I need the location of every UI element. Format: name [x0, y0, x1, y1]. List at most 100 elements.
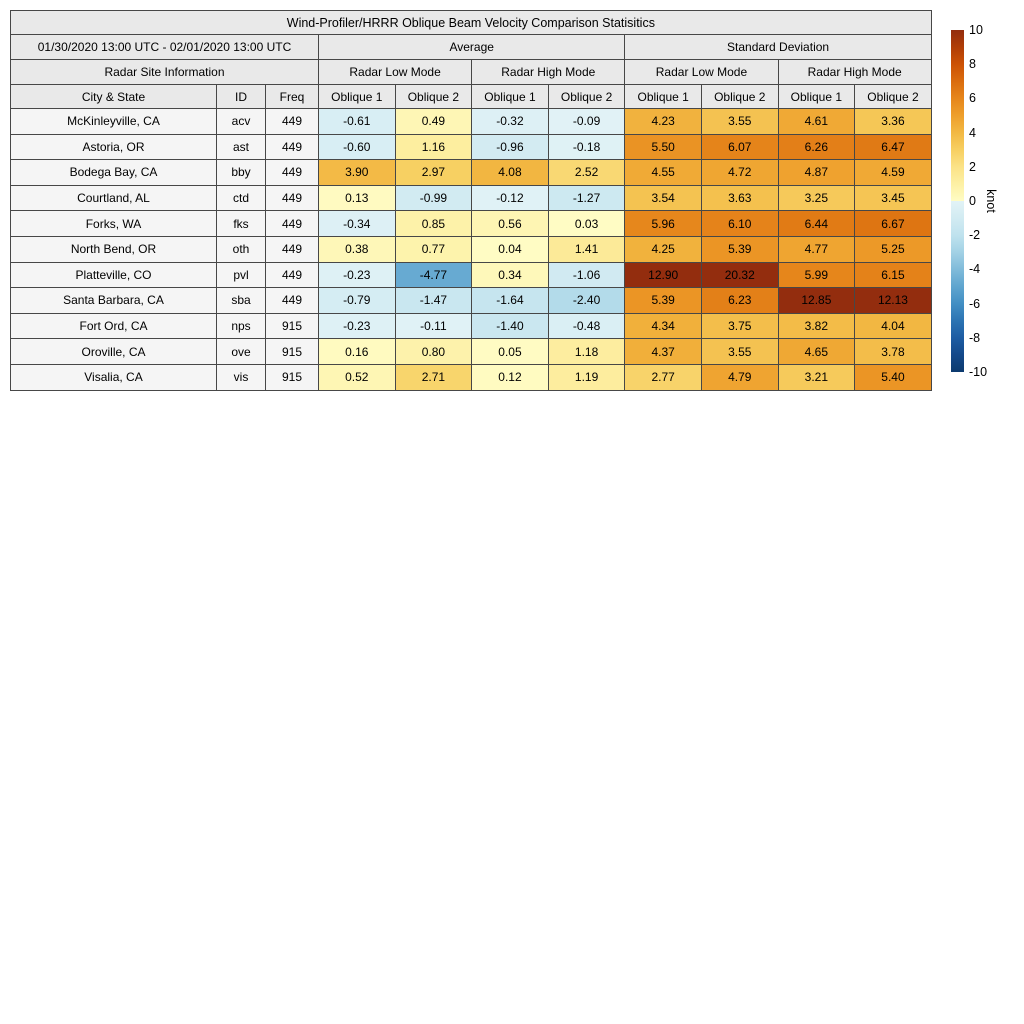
value-cell: 4.55 [625, 160, 702, 186]
value-cell: 3.21 [778, 364, 855, 390]
col-header-oblique: Oblique 2 [701, 85, 778, 109]
freq-cell: 449 [266, 109, 319, 135]
city-cell: North Bend, OR [11, 236, 217, 262]
colorbar [951, 30, 964, 372]
city-cell: Visalia, CA [11, 364, 217, 390]
col-header-city: City & State [11, 85, 217, 109]
colorbar-tick-label: -8 [969, 331, 1009, 345]
colorbar-tick-label: -10 [969, 365, 1009, 379]
value-cell: 1.19 [548, 364, 625, 390]
value-cell: 5.99 [778, 262, 855, 288]
mode-header-std-low: Radar Low Mode [625, 60, 778, 85]
value-cell: -0.48 [548, 313, 625, 339]
city-cell: Fort Ord, CA [11, 313, 217, 339]
value-cell: 1.16 [395, 134, 472, 160]
table-row: Bodega Bay, CAbby4493.902.974.082.524.55… [11, 160, 932, 186]
city-cell: Oroville, CA [11, 339, 217, 365]
id-cell: pvl [217, 262, 266, 288]
value-cell: 3.75 [701, 313, 778, 339]
colorbar-tick-label: 2 [969, 160, 1009, 174]
value-cell: 0.52 [319, 364, 396, 390]
value-cell: -1.47 [395, 288, 472, 314]
value-cell: -0.09 [548, 109, 625, 135]
col-header-oblique: Oblique 2 [548, 85, 625, 109]
freq-cell: 449 [266, 288, 319, 314]
value-cell: 3.90 [319, 160, 396, 186]
table-body: McKinleyville, CAacv449-0.610.49-0.32-0.… [11, 109, 932, 391]
value-cell: 6.07 [701, 134, 778, 160]
city-cell: Courtland, AL [11, 185, 217, 211]
id-cell: ast [217, 134, 266, 160]
city-cell: Astoria, OR [11, 134, 217, 160]
id-cell: bby [217, 160, 266, 186]
table-title: Wind-Profiler/HRRR Oblique Beam Velocity… [11, 11, 932, 35]
table-row: Oroville, CAove9150.160.800.051.184.373.… [11, 339, 932, 365]
site-info-header: Radar Site Information [11, 60, 319, 85]
id-cell: nps [217, 313, 266, 339]
value-cell: 12.13 [855, 288, 932, 314]
value-cell: 4.34 [625, 313, 702, 339]
table-row: Courtland, ALctd4490.13-0.99-0.12-1.273.… [11, 185, 932, 211]
id-cell: oth [217, 236, 266, 262]
figure-canvas: Wind-Profiler/HRRR Oblique Beam Velocity… [0, 0, 1024, 1024]
freq-cell: 449 [266, 236, 319, 262]
value-cell: 0.77 [395, 236, 472, 262]
freq-cell: 449 [266, 262, 319, 288]
value-cell: 0.34 [472, 262, 549, 288]
value-cell: 3.82 [778, 313, 855, 339]
value-cell: 0.16 [319, 339, 396, 365]
value-cell: 4.79 [701, 364, 778, 390]
table-row: Santa Barbara, CAsba449-0.79-1.47-1.64-2… [11, 288, 932, 314]
value-cell: 5.25 [855, 236, 932, 262]
value-cell: 3.25 [778, 185, 855, 211]
value-cell: -0.18 [548, 134, 625, 160]
value-cell: 0.56 [472, 211, 549, 237]
colorbar-tick-label: 10 [969, 23, 1009, 37]
colorbar-tick-label: 4 [969, 126, 1009, 140]
value-cell: 4.04 [855, 313, 932, 339]
mode-header-avg-low: Radar Low Mode [319, 60, 472, 85]
freq-cell: 449 [266, 160, 319, 186]
freq-cell: 449 [266, 211, 319, 237]
value-cell: 5.39 [625, 288, 702, 314]
group-header-average: Average [319, 35, 625, 60]
value-cell: -0.32 [472, 109, 549, 135]
group-header-stddev: Standard Deviation [625, 35, 931, 60]
value-cell: 3.78 [855, 339, 932, 365]
colorbar-tick-label: 6 [969, 91, 1009, 105]
value-cell: 0.04 [472, 236, 549, 262]
value-cell: 5.40 [855, 364, 932, 390]
value-cell: 4.77 [778, 236, 855, 262]
col-header-oblique: Oblique 1 [625, 85, 702, 109]
col-header-id: ID [217, 85, 266, 109]
mode-header-avg-high: Radar High Mode [472, 60, 625, 85]
value-cell: -4.77 [395, 262, 472, 288]
value-cell: 12.85 [778, 288, 855, 314]
table-row: North Bend, ORoth4490.380.770.041.414.25… [11, 236, 932, 262]
value-cell: 4.25 [625, 236, 702, 262]
table-row: Forks, WAfks449-0.340.850.560.035.966.10… [11, 211, 932, 237]
value-cell: -0.23 [319, 262, 396, 288]
value-cell: 2.97 [395, 160, 472, 186]
value-cell: 6.26 [778, 134, 855, 160]
value-cell: -0.34 [319, 211, 396, 237]
col-header-oblique: Oblique 1 [472, 85, 549, 109]
value-cell: 4.87 [778, 160, 855, 186]
colorbar-tick-label: -2 [969, 228, 1009, 242]
value-cell: 3.45 [855, 185, 932, 211]
value-cell: 5.50 [625, 134, 702, 160]
id-cell: ctd [217, 185, 266, 211]
value-cell: -1.06 [548, 262, 625, 288]
colorbar-tick-label: -6 [969, 297, 1009, 311]
value-cell: 6.44 [778, 211, 855, 237]
value-cell: 0.85 [395, 211, 472, 237]
value-cell: 0.05 [472, 339, 549, 365]
freq-cell: 915 [266, 339, 319, 365]
value-cell: 0.03 [548, 211, 625, 237]
id-cell: sba [217, 288, 266, 314]
table-row: Fort Ord, CAnps915-0.23-0.11-1.40-0.484.… [11, 313, 932, 339]
title-row: Wind-Profiler/HRRR Oblique Beam Velocity… [11, 11, 932, 35]
value-cell: 0.49 [395, 109, 472, 135]
value-cell: 12.90 [625, 262, 702, 288]
value-cell: 3.55 [701, 339, 778, 365]
